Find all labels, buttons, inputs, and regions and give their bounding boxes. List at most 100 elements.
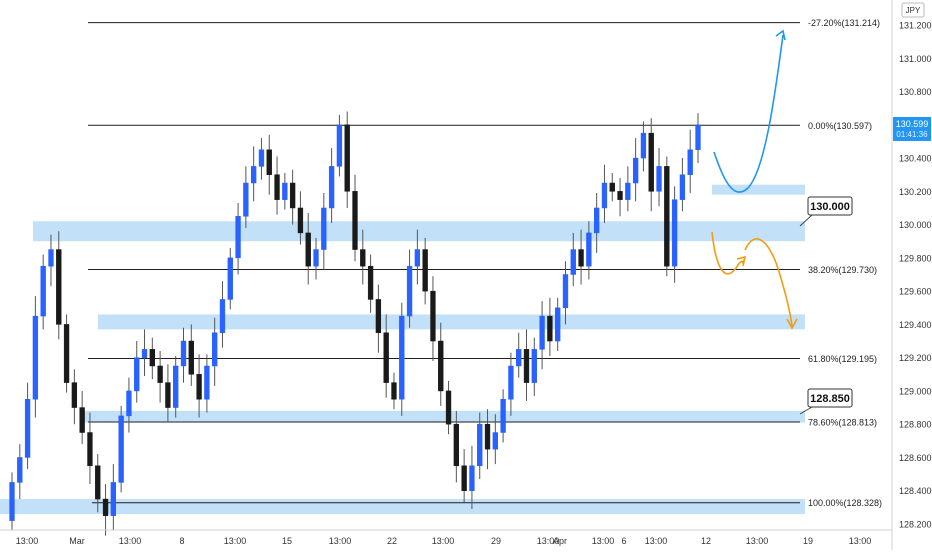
candle-body[interactable] (266, 149, 272, 175)
candle-body[interactable] (445, 390, 452, 425)
candle-body[interactable] (352, 191, 358, 250)
fib-label: 61.80%(129.195) (808, 354, 877, 364)
candle-body[interactable] (40, 265, 46, 317)
candle-body[interactable] (274, 174, 280, 200)
candle-body[interactable] (562, 274, 569, 309)
candle-body[interactable] (422, 249, 428, 292)
candle-body[interactable] (617, 191, 623, 200)
candle-body[interactable] (17, 457, 23, 483)
candle-body[interactable] (632, 157, 639, 184)
candle-body[interactable] (235, 216, 241, 259)
candle-body[interactable] (531, 349, 537, 383)
candle-body[interactable] (126, 390, 132, 417)
candle-body[interactable] (250, 166, 257, 184)
candle-body[interactable] (570, 249, 576, 275)
y-tick-label: 129.600 (899, 287, 932, 297)
candle-body[interactable] (344, 124, 350, 192)
candle-body[interactable] (188, 340, 194, 375)
candle-body[interactable] (679, 174, 686, 200)
candle-body[interactable] (305, 232, 311, 267)
candle-body[interactable] (484, 423, 491, 450)
currency-badge[interactable]: JPY (901, 2, 925, 18)
candle-body[interactable] (48, 249, 54, 267)
candle-body[interactable] (586, 232, 592, 267)
candle-body[interactable] (336, 124, 343, 167)
candle-body[interactable] (297, 207, 304, 234)
candle-body[interactable] (180, 340, 187, 367)
callout-box (807, 196, 853, 216)
candle-body[interactable] (227, 257, 233, 300)
candle-body[interactable] (375, 299, 382, 333)
candle-body[interactable] (609, 182, 615, 192)
fib-label: 78.60%(128.813) (808, 418, 877, 428)
candle-body[interactable] (289, 182, 296, 209)
candle-body[interactable] (438, 340, 444, 392)
candle-body[interactable] (477, 423, 483, 467)
candle-body[interactable] (95, 465, 101, 500)
candle-body[interactable] (87, 432, 93, 467)
candle-body[interactable] (367, 265, 374, 300)
candle-body[interactable] (640, 132, 647, 159)
candle-body[interactable] (578, 249, 584, 267)
candle-body[interactable] (118, 415, 124, 483)
candle-body[interactable] (243, 182, 249, 217)
candle-body[interactable] (258, 149, 265, 167)
candle-body[interactable] (547, 315, 553, 342)
candle-body[interactable] (656, 166, 662, 192)
candle-body[interactable] (165, 382, 171, 408)
candle-body[interactable] (414, 249, 421, 267)
candle-body[interactable] (469, 465, 475, 491)
candle-body[interactable] (149, 349, 155, 367)
candle-body[interactable] (508, 365, 514, 400)
candle-body[interactable] (601, 182, 608, 209)
candle-body[interactable] (110, 482, 117, 516)
candle-body[interactable] (555, 307, 561, 342)
candle-body[interactable] (282, 182, 288, 200)
candle-body[interactable] (453, 423, 460, 467)
candle-body[interactable] (492, 432, 498, 450)
candle-body[interactable] (383, 332, 389, 383)
candle-body[interactable] (134, 357, 140, 392)
candle-body[interactable] (328, 166, 335, 209)
candle-body[interactable] (212, 332, 218, 367)
candle-body[interactable] (687, 149, 693, 175)
candle-body[interactable] (204, 365, 210, 400)
candle-body[interactable] (141, 349, 148, 358)
candle-body[interactable] (24, 399, 31, 458)
candle-body[interactable] (173, 365, 179, 408)
candle-body[interactable] (196, 374, 202, 400)
candles-layer[interactable] (9, 111, 701, 536)
candle-body[interactable] (664, 166, 670, 267)
candle-body[interactable] (399, 315, 405, 400)
candle-body[interactable] (313, 249, 319, 267)
candle-body[interactable] (523, 349, 530, 383)
candle-body[interactable] (63, 324, 70, 383)
x-tick-label: Apr (553, 536, 567, 546)
candle-body[interactable] (321, 207, 327, 250)
candle-body[interactable] (157, 365, 163, 383)
candle-body[interactable] (56, 249, 62, 325)
candle-body[interactable] (219, 299, 226, 333)
candle-body[interactable] (32, 315, 39, 400)
candle-body[interactable] (391, 382, 397, 400)
x-tick-label: 12 (701, 536, 711, 546)
candle-body[interactable] (695, 124, 701, 151)
candle-body[interactable] (102, 498, 109, 516)
candle-body[interactable] (461, 465, 467, 491)
candle-body[interactable] (539, 315, 545, 350)
fib-label: 38.20%(129.730) (808, 265, 877, 275)
candle-body[interactable] (648, 132, 654, 192)
candle-body[interactable] (79, 407, 85, 433)
candle-body[interactable] (9, 482, 15, 521)
candle-body[interactable] (360, 249, 366, 267)
candle-body[interactable] (593, 207, 600, 234)
candle-body[interactable] (500, 399, 506, 433)
candle-body[interactable] (516, 349, 522, 367)
candle-body[interactable] (71, 382, 78, 408)
candle-body[interactable] (406, 265, 413, 317)
fib-label: 100.00%(128.328) (808, 498, 882, 508)
candle-body[interactable] (430, 290, 436, 342)
candle-body[interactable] (625, 182, 631, 200)
y-tick-label: 130.000 (899, 220, 932, 230)
candle-body[interactable] (671, 199, 678, 267)
